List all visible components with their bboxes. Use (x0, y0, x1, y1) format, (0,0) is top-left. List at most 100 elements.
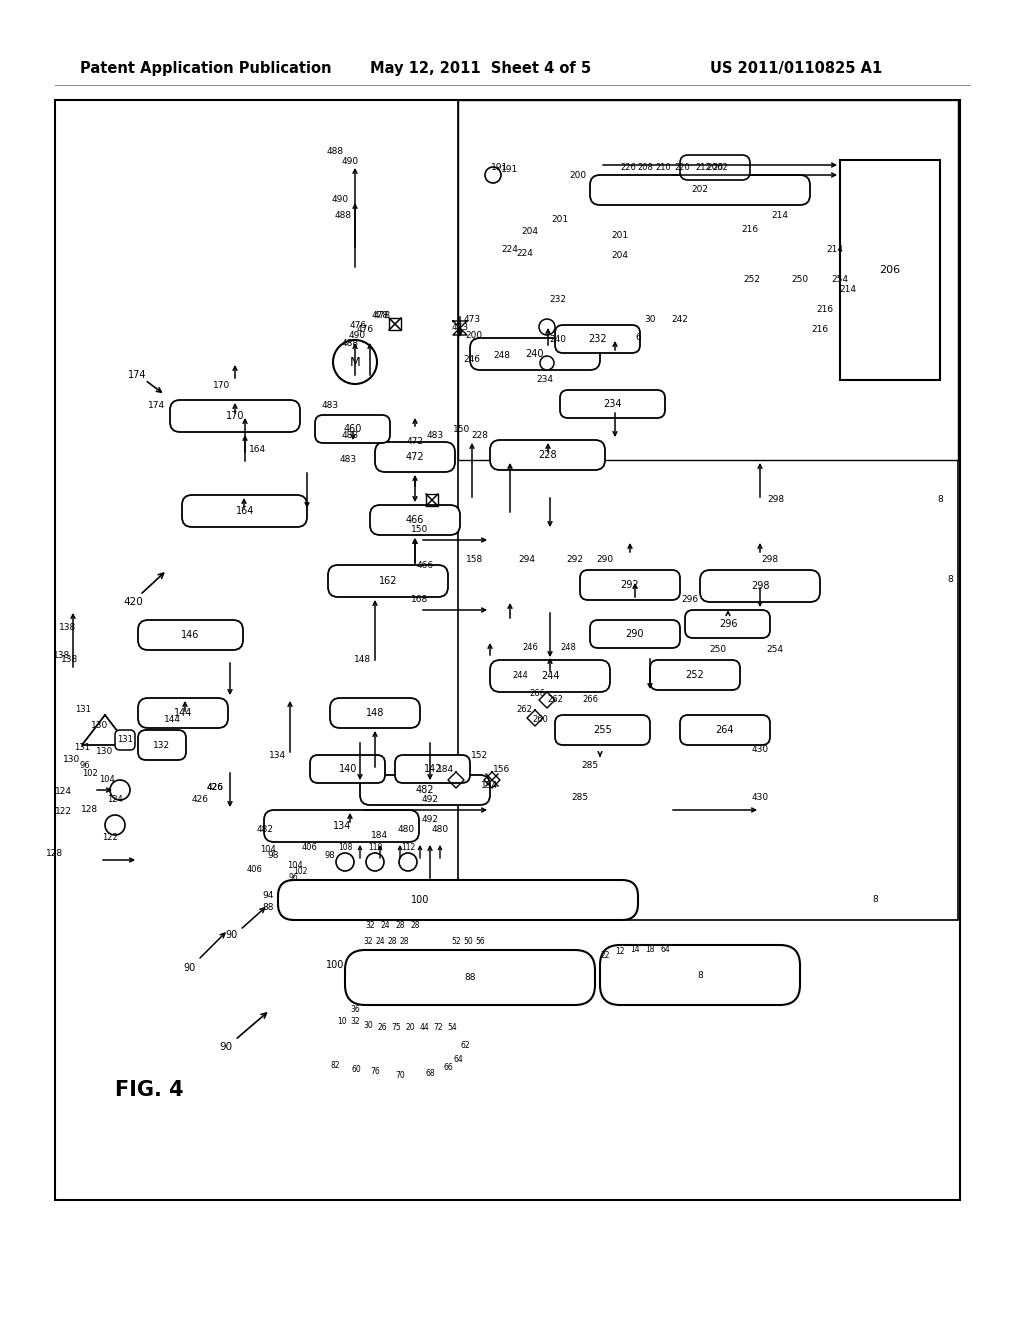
Text: 262: 262 (547, 696, 563, 705)
Text: 204: 204 (611, 251, 629, 260)
Text: 212: 212 (695, 164, 711, 173)
Bar (426, 494, 438, 506)
Text: 131: 131 (117, 735, 133, 744)
Text: 54: 54 (447, 1023, 457, 1031)
Text: 216: 216 (816, 305, 834, 314)
Text: 110: 110 (368, 843, 382, 853)
Text: 200: 200 (569, 170, 587, 180)
Text: 122: 122 (54, 808, 72, 817)
Text: 62: 62 (460, 1040, 470, 1049)
Text: 262: 262 (516, 705, 531, 714)
Text: 70: 70 (395, 1071, 404, 1080)
Text: 201: 201 (611, 231, 629, 239)
Text: US 2011/0110825 A1: US 2011/0110825 A1 (710, 61, 883, 75)
Text: 244: 244 (541, 671, 559, 681)
Text: 170: 170 (225, 411, 245, 421)
Text: 64: 64 (454, 1056, 463, 1064)
Text: 20: 20 (406, 1023, 415, 1031)
Bar (389, 318, 401, 330)
Text: 56: 56 (475, 937, 485, 946)
Text: 90: 90 (184, 964, 197, 973)
Text: 170: 170 (213, 380, 230, 389)
Bar (55, 100, 961, 1200)
Text: 134: 134 (333, 821, 351, 832)
Text: 426: 426 (191, 796, 209, 804)
Circle shape (333, 341, 377, 384)
Text: 482: 482 (416, 785, 434, 795)
Text: 134: 134 (269, 751, 287, 759)
Text: 473: 473 (452, 323, 469, 333)
Text: 488: 488 (335, 210, 351, 219)
Text: 66: 66 (443, 1064, 453, 1072)
Text: 138: 138 (61, 656, 79, 664)
Text: 102: 102 (82, 768, 98, 777)
Text: 28: 28 (387, 937, 396, 946)
Text: 483: 483 (341, 430, 358, 440)
Text: 483: 483 (426, 430, 443, 440)
Text: 476: 476 (349, 321, 367, 330)
Circle shape (485, 168, 501, 183)
Text: 202: 202 (691, 186, 709, 194)
FancyBboxPatch shape (680, 154, 750, 180)
Text: 482: 482 (256, 825, 273, 834)
Text: 294: 294 (518, 556, 536, 565)
Text: 94: 94 (262, 891, 273, 899)
Text: 191: 191 (492, 164, 509, 173)
Text: 478: 478 (374, 310, 390, 319)
Text: 216: 216 (741, 226, 759, 235)
Text: 252: 252 (686, 671, 705, 680)
Text: 298: 298 (751, 581, 769, 591)
Text: 142: 142 (424, 764, 442, 774)
FancyBboxPatch shape (360, 775, 490, 805)
Text: 148: 148 (366, 708, 384, 718)
Text: 156: 156 (494, 766, 511, 775)
FancyBboxPatch shape (555, 325, 640, 352)
Text: 8: 8 (947, 576, 953, 585)
Text: 90: 90 (219, 1041, 232, 1052)
Text: 88: 88 (262, 903, 273, 912)
Text: 32: 32 (350, 1018, 359, 1027)
Text: 24: 24 (375, 937, 385, 946)
FancyBboxPatch shape (370, 506, 460, 535)
Text: 490: 490 (332, 195, 348, 205)
FancyBboxPatch shape (650, 660, 740, 690)
Text: 8: 8 (937, 495, 943, 504)
Text: 490: 490 (348, 331, 366, 341)
Text: 44: 44 (419, 1023, 429, 1031)
Text: 214: 214 (826, 246, 844, 255)
Text: 76: 76 (370, 1068, 380, 1077)
FancyBboxPatch shape (395, 755, 470, 783)
Text: 406: 406 (302, 843, 317, 853)
FancyBboxPatch shape (278, 880, 638, 920)
Text: 150: 150 (412, 525, 429, 535)
Text: 191: 191 (502, 165, 518, 174)
FancyBboxPatch shape (580, 570, 680, 601)
Text: 12: 12 (615, 948, 625, 957)
Text: 14: 14 (630, 945, 640, 954)
FancyBboxPatch shape (345, 950, 595, 1005)
FancyBboxPatch shape (680, 715, 770, 744)
Text: 480: 480 (431, 825, 449, 834)
Text: 202: 202 (712, 164, 728, 173)
Text: 100: 100 (411, 895, 429, 906)
Text: 52: 52 (452, 937, 461, 946)
FancyBboxPatch shape (330, 698, 420, 729)
Text: 266: 266 (582, 696, 598, 705)
Text: 100: 100 (326, 960, 344, 970)
FancyBboxPatch shape (264, 810, 419, 842)
Text: 426: 426 (207, 783, 223, 792)
FancyBboxPatch shape (138, 698, 228, 729)
Text: 430: 430 (752, 746, 769, 755)
Text: 150: 150 (454, 425, 471, 434)
Text: 204: 204 (521, 227, 539, 236)
Text: 60: 60 (351, 1065, 360, 1074)
Text: 264: 264 (716, 725, 734, 735)
Text: 148: 148 (354, 656, 372, 664)
Text: 96: 96 (80, 760, 90, 770)
Text: 473: 473 (464, 315, 480, 325)
Text: 292: 292 (621, 579, 639, 590)
Circle shape (105, 814, 125, 836)
Text: 285: 285 (571, 793, 589, 803)
Text: 466: 466 (406, 515, 424, 525)
Text: 184: 184 (372, 830, 388, 840)
